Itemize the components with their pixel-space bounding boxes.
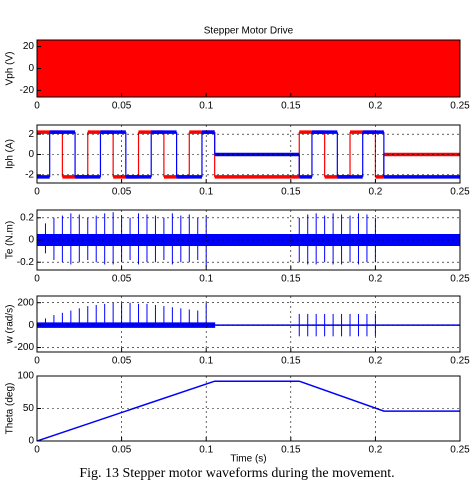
x-tick-label: 0: [34, 101, 40, 112]
x-tick-label: 0.25: [450, 101, 470, 112]
y-tick-label: -2: [25, 170, 34, 181]
x-tick-label: 0.15: [281, 445, 301, 456]
plot-frame: [36, 295, 461, 353]
x-tick-label: 0.1: [199, 101, 213, 112]
x-tick-label: 0.1: [199, 274, 213, 285]
x-tick-label: 0: [34, 356, 40, 367]
y-tick-label: 100: [17, 371, 34, 382]
x-tick-label: 0.05: [112, 445, 132, 456]
y-axis-label: Iph (A): [5, 139, 16, 169]
x-tick-label: 0.15: [281, 274, 301, 285]
y-axis-label: Theta (deg): [5, 383, 16, 435]
caption: Fig. 13 Stepper motor waveforms during t…: [79, 466, 394, 481]
y-tick-label: 20: [23, 41, 35, 52]
plot-data: [37, 302, 460, 337]
x-tick-label: 0.25: [450, 445, 470, 456]
x-tick-label: 0.15: [281, 187, 301, 198]
x-tick-label: 0.15: [281, 101, 301, 112]
x-tick-label: 0: [34, 187, 40, 198]
plot-frame: [36, 209, 461, 271]
x-tick-label: 0.25: [450, 187, 470, 198]
plot-frame: [36, 124, 461, 184]
y-tick-label: -200: [14, 342, 34, 353]
y-axis-label: Te (N.m): [5, 221, 16, 259]
plot-data: [37, 380, 460, 441]
x-tick-label: 0.05: [112, 101, 132, 112]
plot-frame: [36, 375, 461, 442]
chart-title: Stepper Motor Drive: [204, 26, 294, 37]
plot-data: [37, 40, 460, 97]
x-tick-label: 0.2: [368, 101, 382, 112]
band: [37, 40, 460, 97]
x-tick-label: 0.2: [368, 445, 382, 456]
y-tick-label: 2: [28, 129, 34, 140]
x-tick-label: 0.2: [368, 187, 382, 198]
plot-frame: [36, 39, 461, 98]
x-axis-label: Time (s): [230, 454, 266, 465]
y-tick-label: 0: [28, 436, 34, 447]
x-tick-label: 0.25: [450, 356, 470, 367]
y-tick-label: -20: [20, 85, 35, 96]
y-tick-label: -0.2: [17, 257, 35, 268]
y-tick-label: 0: [28, 63, 34, 74]
x-tick-label: 0.1: [199, 445, 213, 456]
x-tick-label: 0.1: [199, 187, 213, 198]
y-axis-label: Vph (V): [5, 52, 16, 86]
x-tick-label: 0: [34, 274, 40, 285]
x-tick-label: 0.05: [112, 356, 132, 367]
x-tick-label: 0.05: [112, 187, 132, 198]
x-tick-label: 0.25: [450, 274, 470, 285]
x-tick-label: 0.15: [281, 356, 301, 367]
y-tick-label: 50: [23, 403, 35, 414]
line: [37, 380, 460, 441]
y-tick-label: 200: [17, 297, 34, 308]
x-tick-label: 0.05: [112, 274, 132, 285]
y-tick-label: 0.2: [20, 212, 34, 223]
x-tick-label: 0.2: [368, 356, 382, 367]
y-tick-label: 0: [28, 235, 34, 246]
x-tick-label: 0.2: [368, 274, 382, 285]
x-tick-label: 0.1: [199, 356, 213, 367]
y-tick-label: 0: [28, 149, 34, 160]
y-tick-label: 0: [28, 320, 34, 331]
x-tick-label: 0: [34, 445, 40, 456]
y-axis-label: w (rad/s): [5, 305, 16, 345]
